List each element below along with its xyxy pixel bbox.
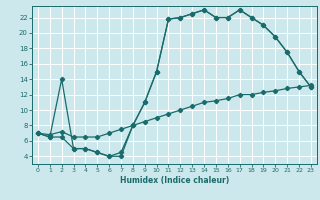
X-axis label: Humidex (Indice chaleur): Humidex (Indice chaleur) [120,176,229,185]
